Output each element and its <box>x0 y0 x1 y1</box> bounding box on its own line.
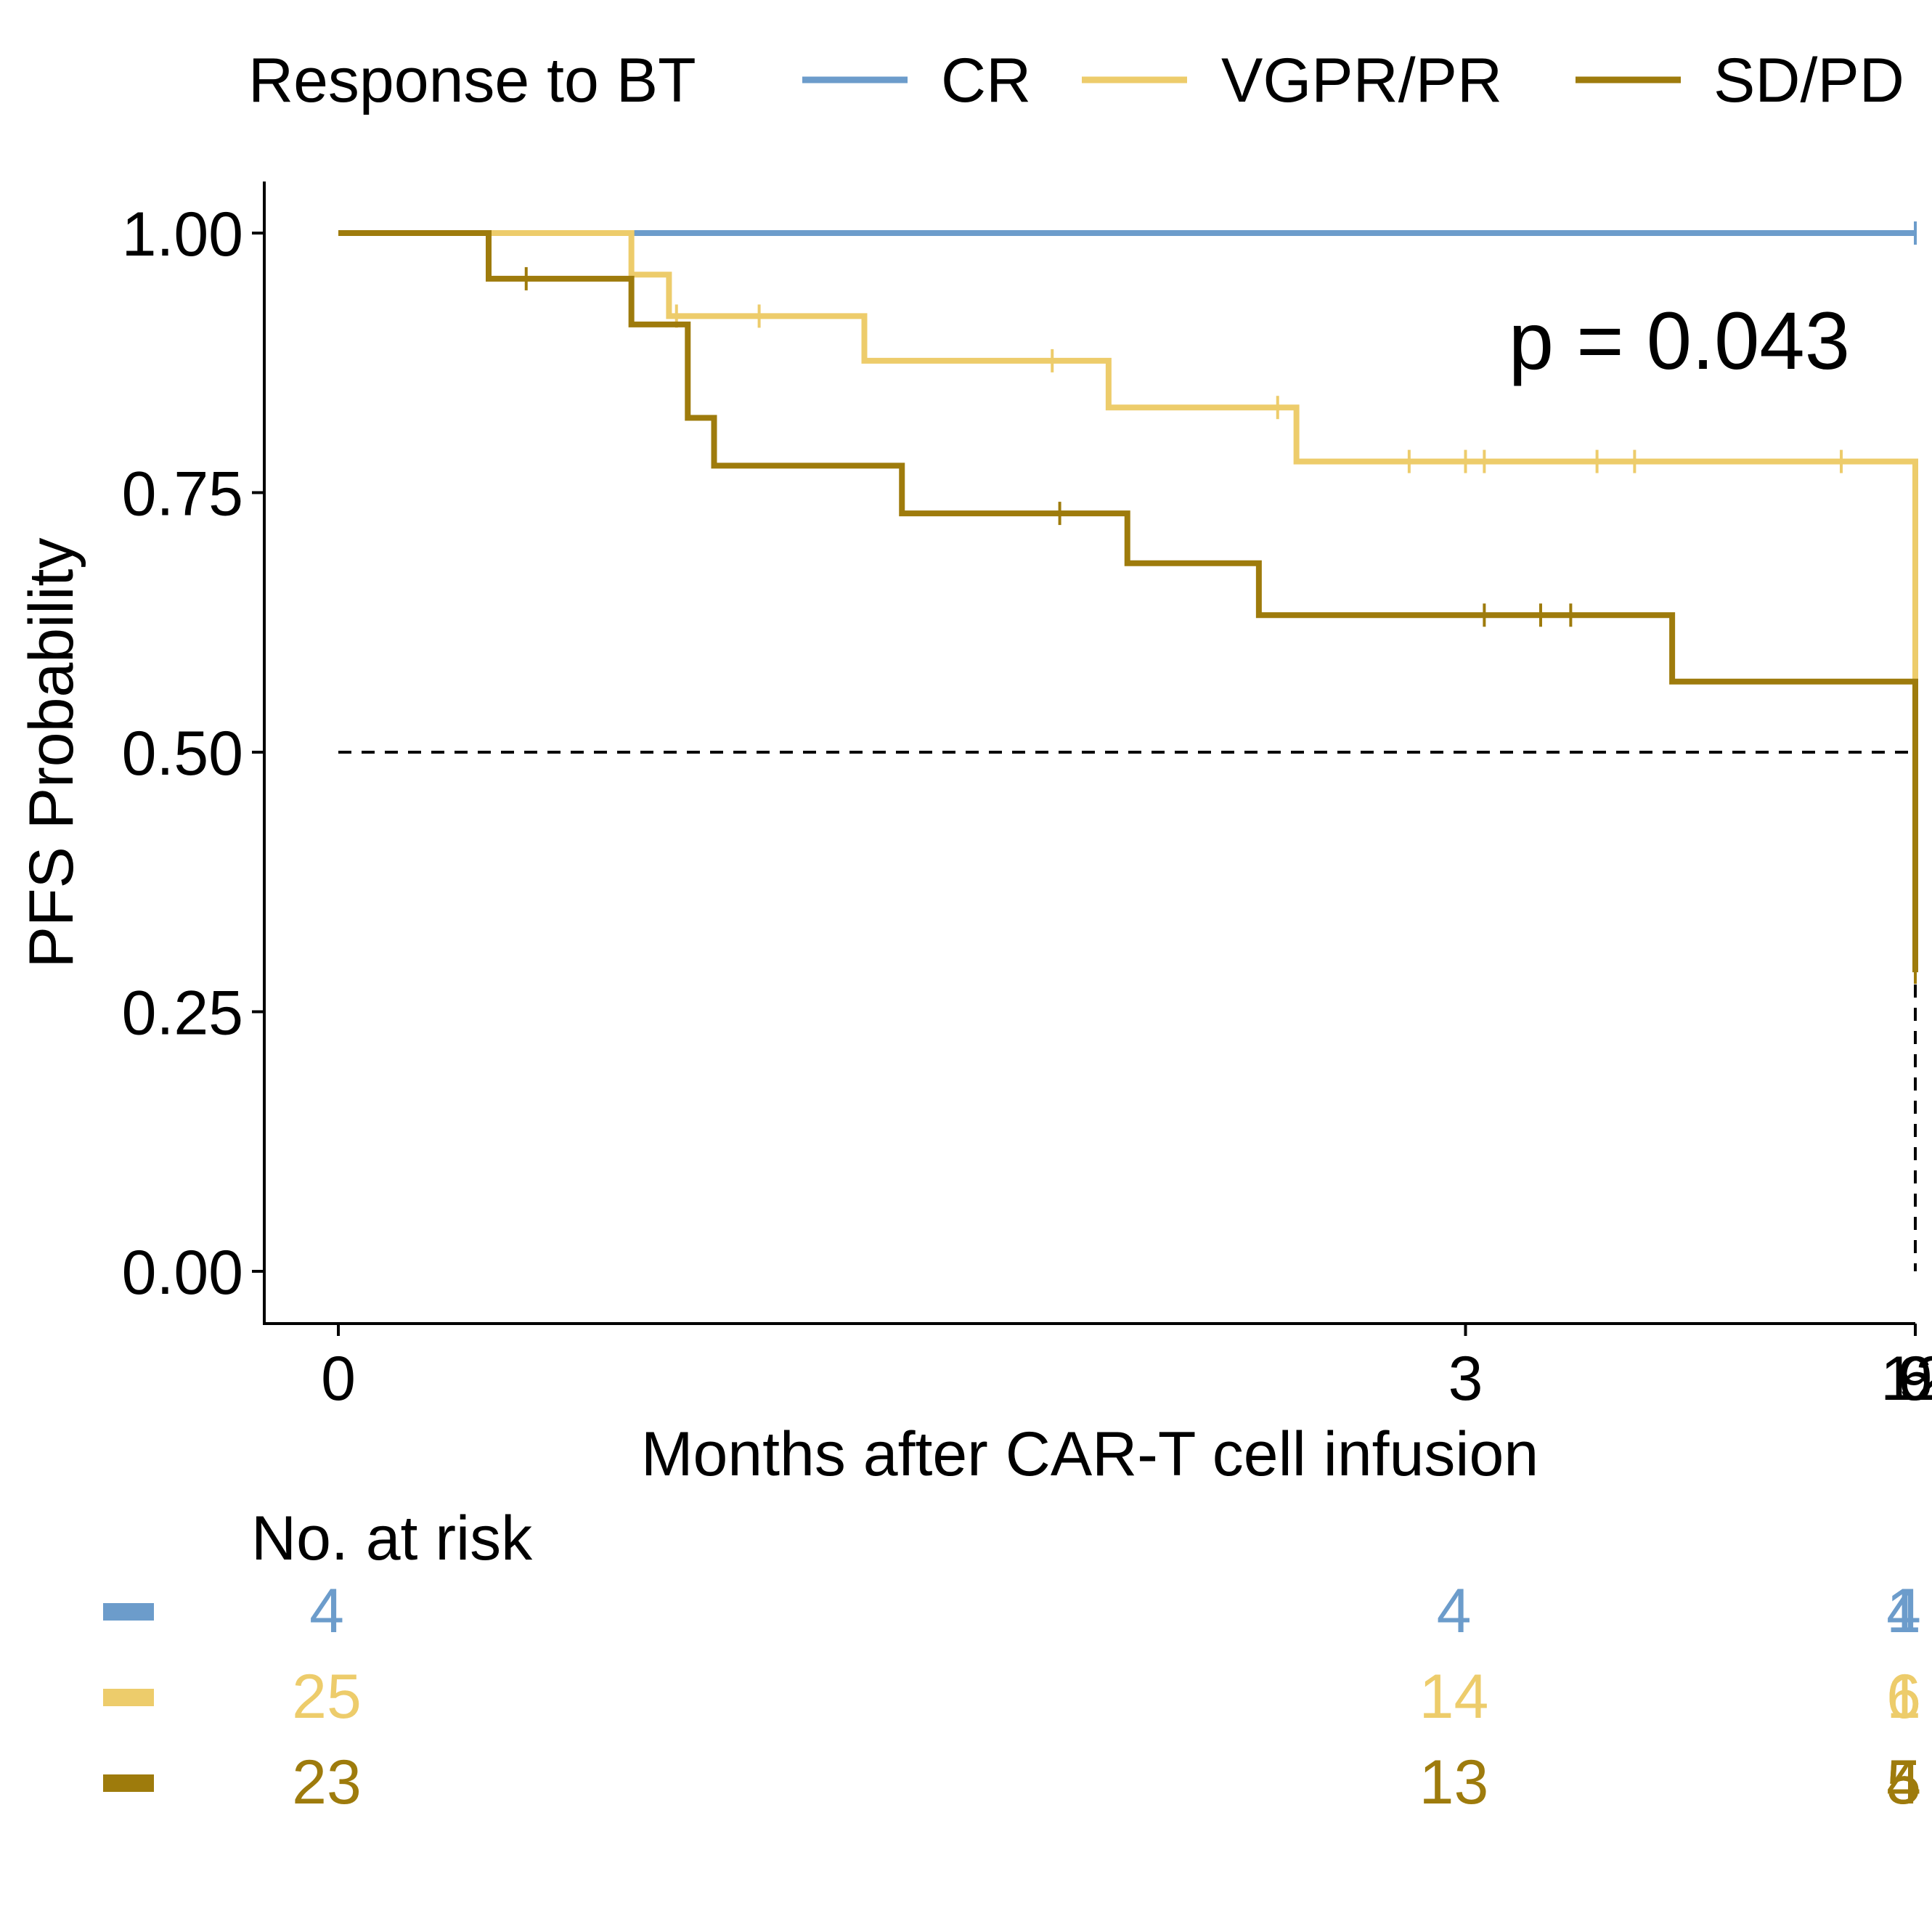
x-tick-label: 3 <box>1448 1344 1483 1414</box>
plot-area: 0 3 6912 0.00 0.25 0.50 0.75 1.00 p = 0.043 <box>122 182 1932 1414</box>
y-tick-label: 0.00 <box>122 1238 243 1308</box>
x-axis-label: Months after CAR-T cell infusion <box>641 1419 1538 1489</box>
risk-count-cr: 4 <box>1437 1576 1472 1646</box>
x-tick-label: 0 <box>321 1344 356 1414</box>
y-tick-label: 0.75 <box>122 460 243 529</box>
risk-count-cr: 4 <box>1886 1576 1921 1646</box>
legend-label-sd-pd: SD/PD <box>1713 46 1904 115</box>
legend: Response to BT CR VGPR/PR SD/PD <box>248 46 1904 115</box>
risk-count-sd-pd: 13 <box>1419 1748 1489 1817</box>
curve-vgpr-pr <box>338 230 1918 786</box>
legend-title: Response to BT <box>248 46 696 115</box>
risk-count-sd-pd: 4 <box>1886 1748 1921 1817</box>
y-tick-label: 1.00 <box>122 200 243 269</box>
risk-count-sd-pd: 5 <box>1886 1748 1921 1817</box>
risk-count-cr: 4 <box>309 1576 344 1646</box>
legend-label-cr: CR <box>941 46 1031 115</box>
y-axis-label: PFS Probability <box>17 538 86 969</box>
risk-count-cr: 1 <box>1886 1576 1921 1646</box>
x-tick-label: 6 <box>1898 1344 1932 1414</box>
y-tick-label: 0.25 <box>122 979 243 1048</box>
risk-count-sd-pd: 23 <box>292 1748 362 1817</box>
risk-count-cr: 1 <box>1886 1576 1921 1646</box>
legend-label-vgpr-pr: VGPR/PR <box>1221 46 1502 115</box>
risk-count-vgpr-pr: 1 <box>1886 1662 1921 1732</box>
x-tick-label: 9 <box>1898 1344 1932 1414</box>
risk-count-vgpr-pr: 6 <box>1886 1662 1921 1732</box>
risk-row-key-vgpr-pr <box>103 1689 154 1706</box>
y-tick-label: 0.50 <box>122 719 243 788</box>
p-value-annotation: p = 0.043 <box>1509 295 1850 386</box>
risk-row-key-sd-pd <box>103 1774 154 1792</box>
risk-count-vgpr-pr: 6 <box>1886 1662 1921 1732</box>
risk-count-vgpr-pr: 25 <box>292 1662 362 1732</box>
x-tick-label: 12 <box>1880 1344 1932 1414</box>
curve-sd-pd <box>338 230 1918 973</box>
risk-count-sd-pd: 5 <box>1886 1748 1921 1817</box>
risk-table-title: No. at risk <box>251 1504 533 1573</box>
risk-row-key-cr <box>103 1603 154 1621</box>
risk-count-vgpr-pr: 14 <box>1419 1662 1489 1732</box>
